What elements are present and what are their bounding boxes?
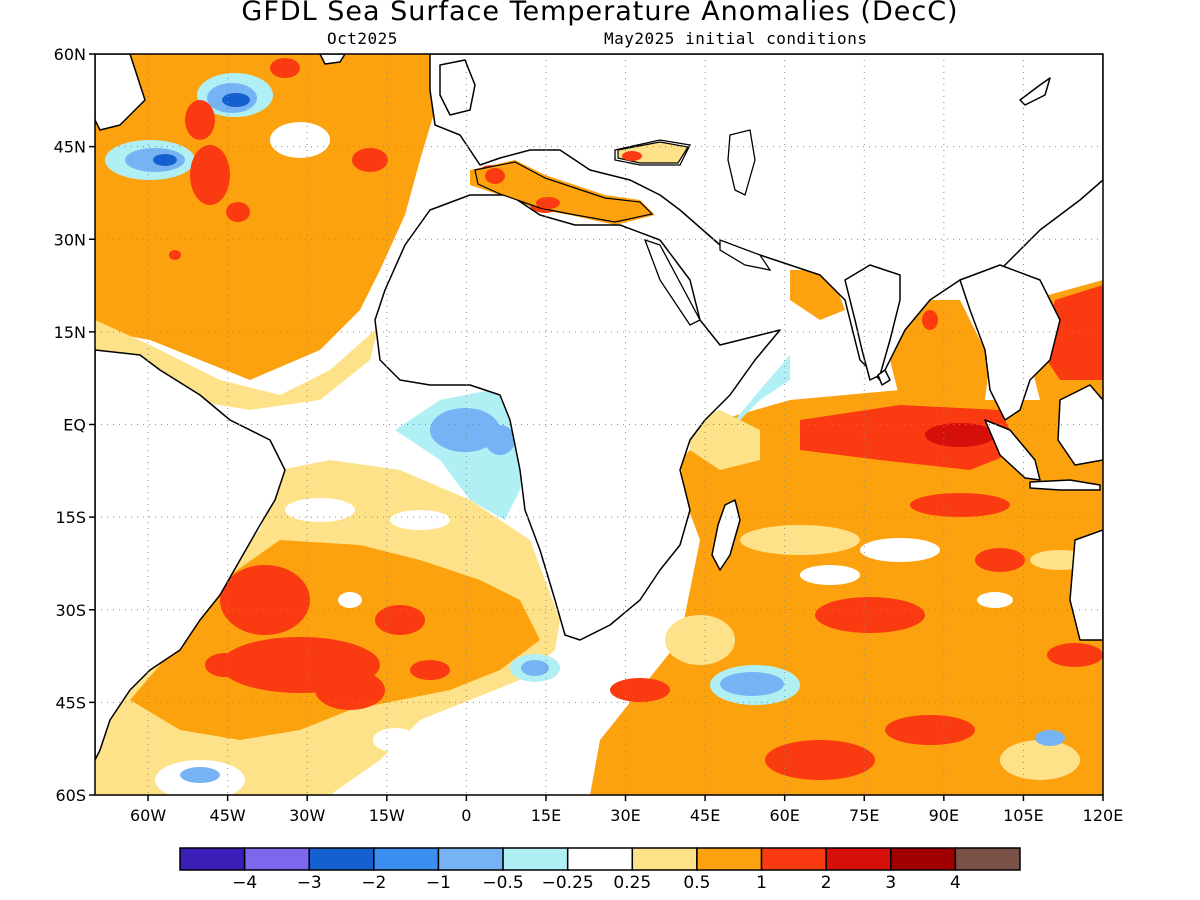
lon-tick-label: 45W: [210, 806, 246, 825]
colorbar-label: −4: [232, 873, 257, 893]
newfoundland-land: [95, 54, 146, 131]
lon-tick-label: 60W: [130, 806, 166, 825]
colorbar-swatch: [308, 847, 375, 871]
map-title: GFDL Sea Surface Temperature Anomalies (…: [241, 0, 959, 27]
lat-tick-label: 45S: [55, 693, 86, 712]
lat-tick-label: 30N: [54, 230, 86, 249]
british-isles-land: [439, 59, 476, 116]
south-america-land: [95, 349, 286, 761]
caspian-sea: [727, 129, 756, 196]
iceland-land: [319, 54, 346, 65]
java-land: [1029, 479, 1101, 491]
lon-tick-label: 30W: [289, 806, 325, 825]
colorbar-swatch: [179, 847, 246, 871]
colorbar-swatch: [243, 847, 310, 871]
lon-tick-label: 45E: [690, 806, 720, 825]
latitude-axis: 60N 45N 30N 15N EQ 15S 30S 45S 60S: [54, 45, 95, 805]
sumatra-land: [984, 419, 1041, 481]
colorbar-swatch: [890, 847, 957, 871]
colorbar-swatch: [760, 847, 827, 871]
colorbar-label: 2: [821, 873, 832, 893]
colorbar-swatch: [631, 847, 698, 871]
gridlines: [95, 54, 1103, 795]
japan-land: [1019, 77, 1051, 106]
colorbar-label: −2: [361, 873, 386, 893]
colorbar: −4 −3 −2 −1 −0.5 −0.25 0.25 0.5 1 2 3 4: [179, 847, 1021, 893]
lon-tick-label: 15E: [531, 806, 561, 825]
colorbar-swatch: [373, 847, 440, 871]
lat-tick-label: 45N: [54, 138, 86, 157]
colorbar-label: −3: [297, 873, 322, 893]
north-atlantic-cool: [105, 73, 330, 180]
colorbar-swatch: [696, 847, 763, 871]
south-indian-cool: [710, 665, 1065, 746]
colorbar-label: 0.5: [683, 873, 710, 893]
south-china-sea-hot: [1040, 285, 1103, 380]
southeast-asia-land: [959, 264, 1061, 421]
lat-tick-label: 15N: [54, 323, 86, 342]
lat-tick-label: 15S: [55, 508, 86, 527]
colorbar-swatch: [437, 847, 504, 871]
colorbar-label: −0.5: [482, 873, 523, 893]
lon-tick-label: 60E: [769, 806, 799, 825]
lat-tick-label: 30S: [55, 601, 86, 620]
india-land: [844, 264, 901, 381]
persian-gulf: [719, 239, 772, 271]
south-indian-light: [620, 525, 1090, 780]
red-sea: [643, 238, 701, 326]
lon-tick-label: 105E: [1003, 806, 1044, 825]
colorbar-swatch: [502, 847, 569, 871]
colorbar-label: −0.25: [542, 873, 594, 893]
south-indian-hot: [610, 493, 1103, 780]
colorbar-swatch: [825, 847, 892, 871]
borneo-land: [1057, 384, 1103, 466]
north-atlantic-warm: [95, 54, 435, 380]
sri-lanka-land: [877, 369, 891, 386]
longitude-axis: 60W 45W 30W 15W 0 15E 30E 45E 60E 75E 90E 105E 120E: [130, 795, 1123, 825]
colorbar-label: 3: [885, 873, 896, 893]
bay-of-bengal-warm: [890, 300, 990, 400]
australia-land: [1069, 529, 1103, 641]
colorbar-label: 0.25: [613, 873, 651, 893]
south-atlantic-cool: [180, 654, 560, 783]
lon-tick-label: 120E: [1083, 806, 1124, 825]
colorbar-swatch: [954, 847, 1021, 871]
arabian-sea-cool: [735, 355, 790, 420]
colorbar-label: −1: [426, 873, 451, 893]
equatorial-indian-hot: [800, 405, 1020, 470]
colorbar-label: 4: [950, 873, 961, 893]
inland-seas: [614, 129, 772, 326]
lon-tick-label: 15W: [369, 806, 405, 825]
lat-tick-label: 60N: [54, 45, 86, 64]
lon-tick-label: 75E: [849, 806, 879, 825]
valid-month-label: Oct2025: [327, 29, 398, 48]
med-fill: [474, 141, 689, 223]
lon-tick-label: 90E: [929, 806, 959, 825]
lat-tick-label: 60S: [55, 786, 86, 805]
lon-tick-label: 0: [461, 806, 471, 825]
north-atlantic-hot: [169, 58, 388, 260]
init-conditions-label: May2025 initial conditions: [604, 29, 868, 48]
gulf-of-guinea-cool: [395, 390, 530, 520]
colorbar-label: 1: [756, 873, 767, 893]
lat-tick-label: EQ: [63, 416, 86, 435]
madagascar-land: [711, 499, 741, 571]
lon-tick-label: 30E: [610, 806, 640, 825]
south-atlantic-hot: [205, 565, 450, 710]
colorbar-swatch: [566, 847, 634, 871]
